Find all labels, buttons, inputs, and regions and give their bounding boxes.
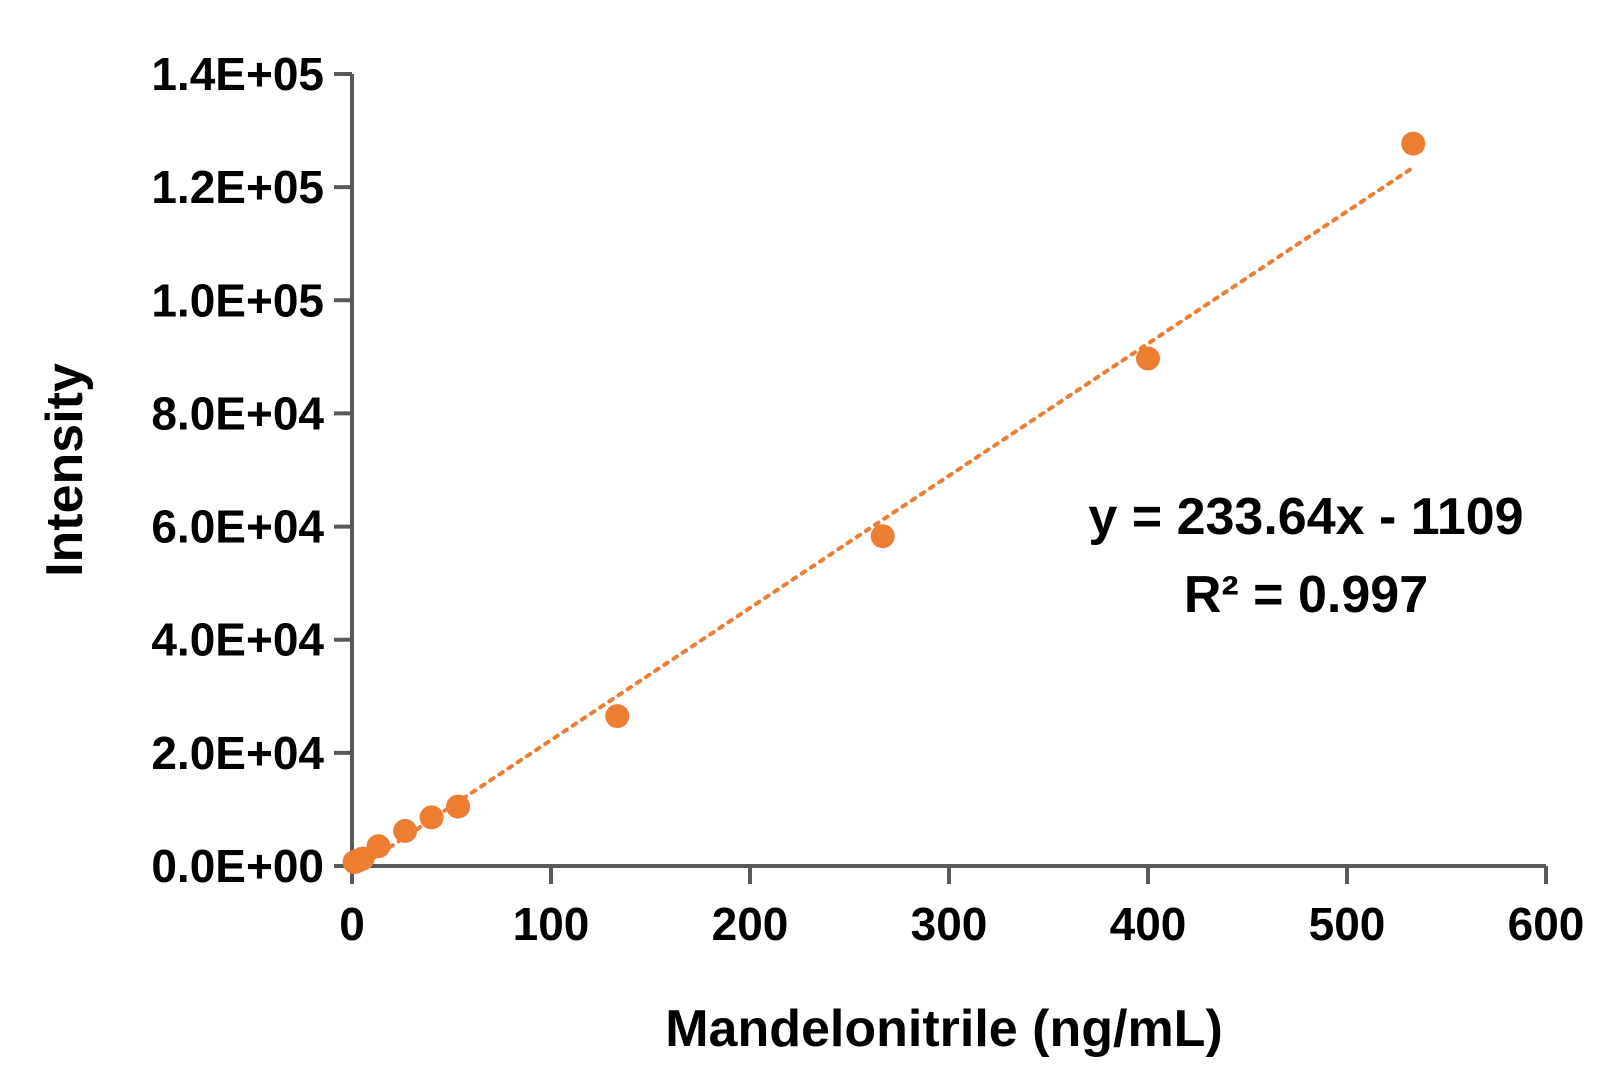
x-axis-title: Mandelonitrile (ng/mL) — [665, 1000, 1223, 1058]
y-tick-label: 6.0E+04 — [151, 501, 324, 553]
x-tick-label: 400 — [1110, 898, 1187, 950]
y-tick-label: 1.4E+05 — [151, 48, 324, 100]
trendline-line — [359, 165, 1416, 868]
r-squared-label: R² = 0.997 — [1184, 566, 1428, 624]
data-point — [870, 524, 895, 549]
y-axis-title: Intensity — [36, 363, 94, 577]
y-tick-label: 8.0E+04 — [151, 387, 324, 439]
data-point — [419, 805, 444, 830]
data-point — [393, 818, 418, 843]
x-tick-label: 600 — [1508, 898, 1585, 950]
x-tick-label: 0 — [339, 898, 365, 950]
y-tick-label: 2.0E+04 — [151, 727, 324, 779]
trendline-equation: y = 233.64x - 1109 — [1088, 488, 1523, 546]
data-point — [366, 834, 391, 859]
x-tick-label: 100 — [513, 898, 590, 950]
y-tick-label: 4.0E+04 — [151, 614, 324, 666]
data-point — [605, 704, 630, 729]
y-tick-label: 1.0E+05 — [151, 274, 324, 326]
data-point — [446, 794, 471, 819]
tick-labels: 0.0E+00 2.0E+04 4.0E+04 6.0E+04 8.0E+04 1.0E+… — [151, 48, 1584, 950]
x-tick-label: 500 — [1309, 898, 1386, 950]
data-points — [342, 131, 1426, 875]
y-tick-label: 0.0E+00 — [151, 840, 324, 892]
x-tick-label: 300 — [911, 898, 988, 950]
axes — [334, 72, 1548, 884]
data-point — [1136, 346, 1160, 371]
y-tick-label: 1.2E+05 — [151, 161, 324, 213]
data-point — [1401, 131, 1426, 156]
trendline — [359, 165, 1416, 868]
x-tick-label: 200 — [712, 898, 789, 950]
